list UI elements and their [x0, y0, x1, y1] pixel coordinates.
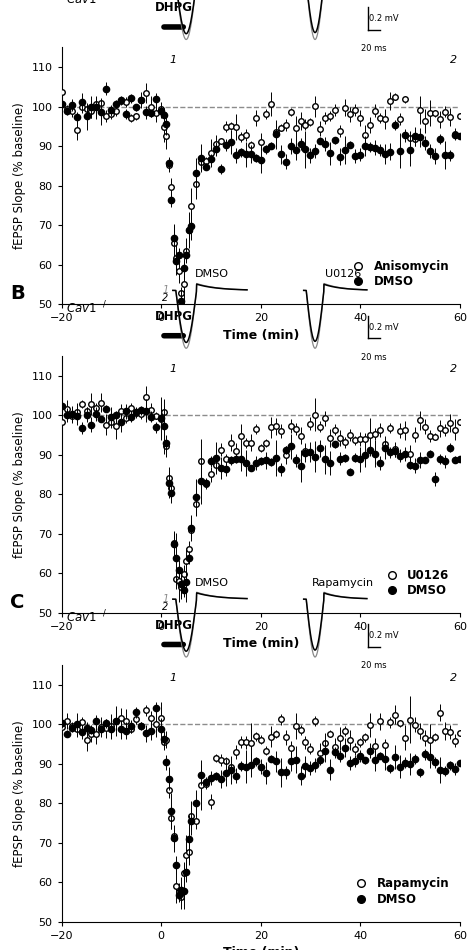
- Text: 2: 2: [450, 364, 457, 374]
- Text: DHPG: DHPG: [155, 310, 192, 323]
- Text: 2: 2: [162, 294, 168, 303]
- Text: 20 ms: 20 ms: [361, 352, 387, 362]
- Y-axis label: fEPSP Slope (% baseline): fEPSP Slope (% baseline): [13, 411, 26, 558]
- Title: DMSO: DMSO: [195, 270, 229, 279]
- Text: $Cav1^{-/-}$: $Cav1^{-/-}$: [65, 609, 115, 625]
- Text: 1: 1: [169, 673, 176, 683]
- Text: DHPG: DHPG: [155, 618, 192, 632]
- Text: 1: 1: [169, 55, 176, 66]
- Text: C: C: [10, 593, 24, 612]
- Text: 1: 1: [162, 594, 168, 604]
- Text: 20 ms: 20 ms: [361, 44, 387, 53]
- Title: DMSO: DMSO: [195, 579, 229, 588]
- Text: $Cav1^{-/-}$: $Cav1^{-/-}$: [65, 300, 115, 316]
- Title: Rapamycin: Rapamycin: [312, 579, 374, 588]
- Text: B: B: [10, 284, 25, 303]
- Text: 2: 2: [450, 55, 457, 66]
- Legend: Rapamycin, DMSO: Rapamycin, DMSO: [345, 873, 454, 910]
- Y-axis label: fEPSP Slope (% baseline): fEPSP Slope (% baseline): [13, 720, 26, 866]
- Y-axis label: fEPSP Slope (% baseline): fEPSP Slope (% baseline): [13, 103, 26, 249]
- X-axis label: Time (min): Time (min): [222, 637, 299, 651]
- Text: 2: 2: [162, 602, 168, 612]
- Text: 1: 1: [169, 364, 176, 374]
- Text: 1: 1: [162, 285, 168, 295]
- Legend: Anisomycin, DMSO: Anisomycin, DMSO: [342, 256, 454, 293]
- Text: 0.2 mV: 0.2 mV: [369, 323, 398, 332]
- X-axis label: Time (min): Time (min): [222, 329, 299, 342]
- Title: U0126: U0126: [325, 270, 361, 279]
- Text: 2: 2: [450, 673, 457, 683]
- Text: 20 ms: 20 ms: [361, 661, 387, 671]
- Text: DHPG: DHPG: [155, 1, 192, 14]
- Text: 0.2 mV: 0.2 mV: [369, 14, 398, 23]
- Text: $Cav1^{-/-}$: $Cav1^{-/-}$: [65, 0, 115, 8]
- Text: 0.2 mV: 0.2 mV: [369, 632, 398, 640]
- Legend: U0126, DMSO: U0126, DMSO: [375, 564, 454, 601]
- X-axis label: Time (min): Time (min): [222, 946, 299, 950]
